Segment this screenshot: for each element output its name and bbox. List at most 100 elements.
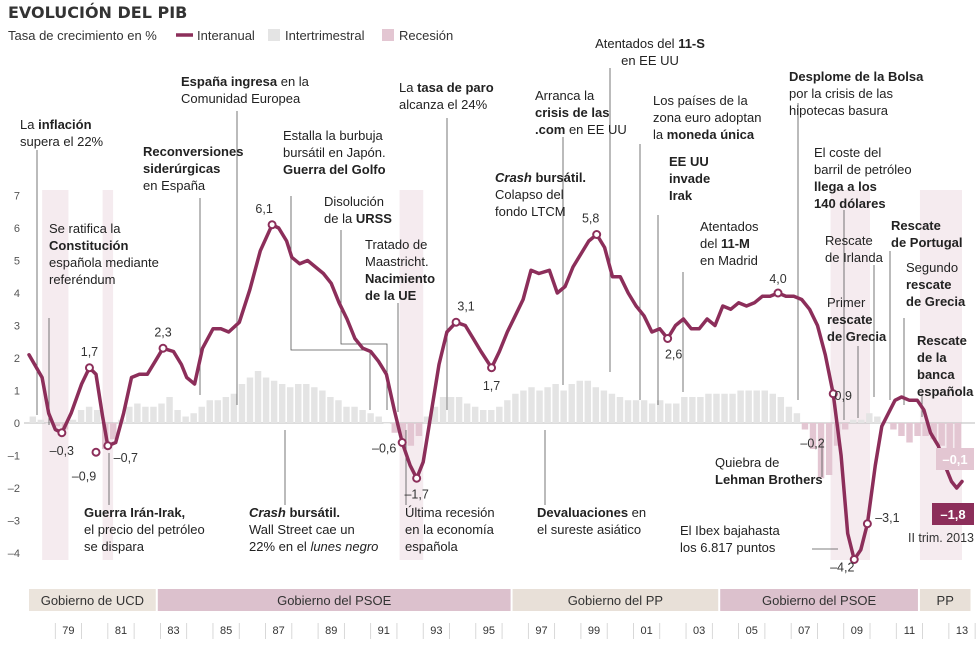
quarter-bar [327, 397, 334, 423]
quarter-bar [584, 380, 592, 423]
quarter-bar [616, 397, 624, 423]
quarter-bar [825, 423, 833, 475]
annotation-text: rescate [827, 312, 873, 327]
value-label: 5,8 [582, 212, 599, 226]
quarter-bar [713, 393, 720, 423]
annotation-maastricht: Tratado de Maastricht. Nacimiento de la UE [365, 237, 435, 303]
annotation-text: Rescate [917, 333, 967, 348]
quarter-bar [656, 400, 664, 423]
year-label: 07 [798, 625, 810, 637]
quarter-bar [504, 400, 511, 423]
annotation-text: el sureste asiático [537, 522, 641, 537]
recession-band-4 [919, 190, 962, 560]
annotation-text: Wall Street cae un [249, 522, 355, 537]
quarter-bar [560, 390, 567, 423]
quarter-bar [415, 423, 423, 436]
recession-band-3 [830, 190, 871, 560]
annotation-text: española mediante [49, 255, 159, 270]
value-marker [267, 220, 277, 230]
government-label: PP [937, 593, 954, 608]
quarter-bar [817, 423, 825, 479]
quarter-bar [592, 387, 600, 423]
quarter-bar [914, 423, 921, 436]
value-label: 1,7 [81, 345, 98, 359]
recession-bands [42, 190, 962, 560]
government-label: Gobierno de UCD [41, 593, 144, 608]
quarter-bar [922, 423, 929, 436]
annotation-text: la [653, 127, 667, 142]
value-label: 1,7 [483, 379, 500, 393]
annotation-text: Guerra del Golfo [283, 162, 386, 177]
year-label: 79 [62, 625, 74, 637]
y-axis: 7 6 5 4 3 2 1 0 –1 –2 –3 –4 [8, 191, 20, 561]
quarter-bar [890, 423, 897, 430]
annotation-text: Atentados del [595, 36, 678, 51]
end-label-bars: –0,1 [942, 452, 967, 467]
value-marker [663, 334, 673, 343]
government-band-1 [157, 589, 511, 611]
annotation-text: Arranca la [535, 88, 595, 103]
annotation-inflacion: La inflación supera el 22% [20, 117, 104, 149]
annotation-japon: Estalla la burbuja bursátil en Japón. Guer… [283, 128, 386, 177]
annotation-text: crisis de las [535, 105, 609, 120]
quarter-bar [858, 419, 865, 423]
quarter-bar [665, 403, 672, 423]
quarter-bar [407, 423, 415, 446]
annotation-text: Desplome de la Bolsa [789, 69, 924, 84]
value-marker [773, 288, 783, 298]
annotation-leaders [36, 68, 923, 550]
annotation-text: rescate [906, 277, 952, 292]
quarter-bar [206, 400, 213, 423]
legend-line-label: Interanual [197, 28, 255, 43]
y-tick-label: 7 [14, 191, 20, 203]
y-tick-label: 1 [14, 386, 20, 398]
quarter-bar [753, 390, 760, 423]
annotation-text: española [917, 384, 974, 399]
quarter-bar [278, 384, 286, 423]
quarter-bar [85, 406, 93, 423]
quarter-bar [849, 419, 857, 423]
annotation-text: fondo LTCM [495, 204, 566, 219]
annotation-text: por la crisis de las [789, 86, 894, 101]
annotation-text: La [20, 117, 38, 132]
quarter-bar [93, 410, 101, 423]
quarter-bar [866, 413, 873, 423]
quarter-bar [729, 393, 736, 423]
government-label: Gobierno del PSOE [762, 593, 877, 608]
annotation-text: de Grecia [827, 329, 887, 344]
annotation-text: Guerra Irán-Irak, [84, 505, 185, 520]
annotation-text: bursátil. [286, 505, 340, 520]
annotation-text: Lehman Brothers [715, 472, 823, 487]
annotation-text: lunes negro [310, 539, 378, 554]
annotation-text: alcanza el 24% [399, 97, 488, 112]
quarter-bar [463, 403, 471, 423]
annotation-text: Devaluaciones [537, 505, 628, 520]
quarter-bar [697, 397, 704, 423]
annotation-text: Colapso del [495, 187, 564, 202]
quarter-bar [295, 384, 302, 423]
quarter-bar [681, 397, 688, 423]
annotation-text: supera el 22% [20, 134, 104, 149]
quarter-bar [576, 380, 583, 423]
annotation-text: La [399, 80, 417, 95]
chart-title: EVOLUCIÓN DEL PIB [8, 3, 187, 22]
quarter-bar [841, 423, 849, 430]
year-label: 95 [483, 625, 495, 637]
annotation-text: invade [669, 171, 710, 186]
annotation-bolsa: Desplome de la Bolsa por la crisis de las… [789, 69, 924, 118]
quarter-bar [552, 384, 559, 423]
annotation-dotcom: Arranca la crisis de las .com en EE UU [535, 88, 627, 137]
y-tick-label: 0 [14, 418, 20, 430]
year-label: 09 [851, 625, 863, 637]
year-label: 91 [378, 625, 390, 637]
year-label: 85 [220, 625, 232, 637]
annual-line [27, 223, 964, 562]
annotation-irlanda: Rescate de Irlanda [825, 233, 884, 265]
end-label-box-line [932, 503, 974, 525]
quarter-bar [238, 384, 246, 423]
annotation-text: EE UU [669, 154, 709, 169]
annotation-text: Estalla la burbuja [283, 128, 383, 143]
end-label-box-bars [936, 448, 974, 470]
year-label: 05 [746, 625, 758, 637]
